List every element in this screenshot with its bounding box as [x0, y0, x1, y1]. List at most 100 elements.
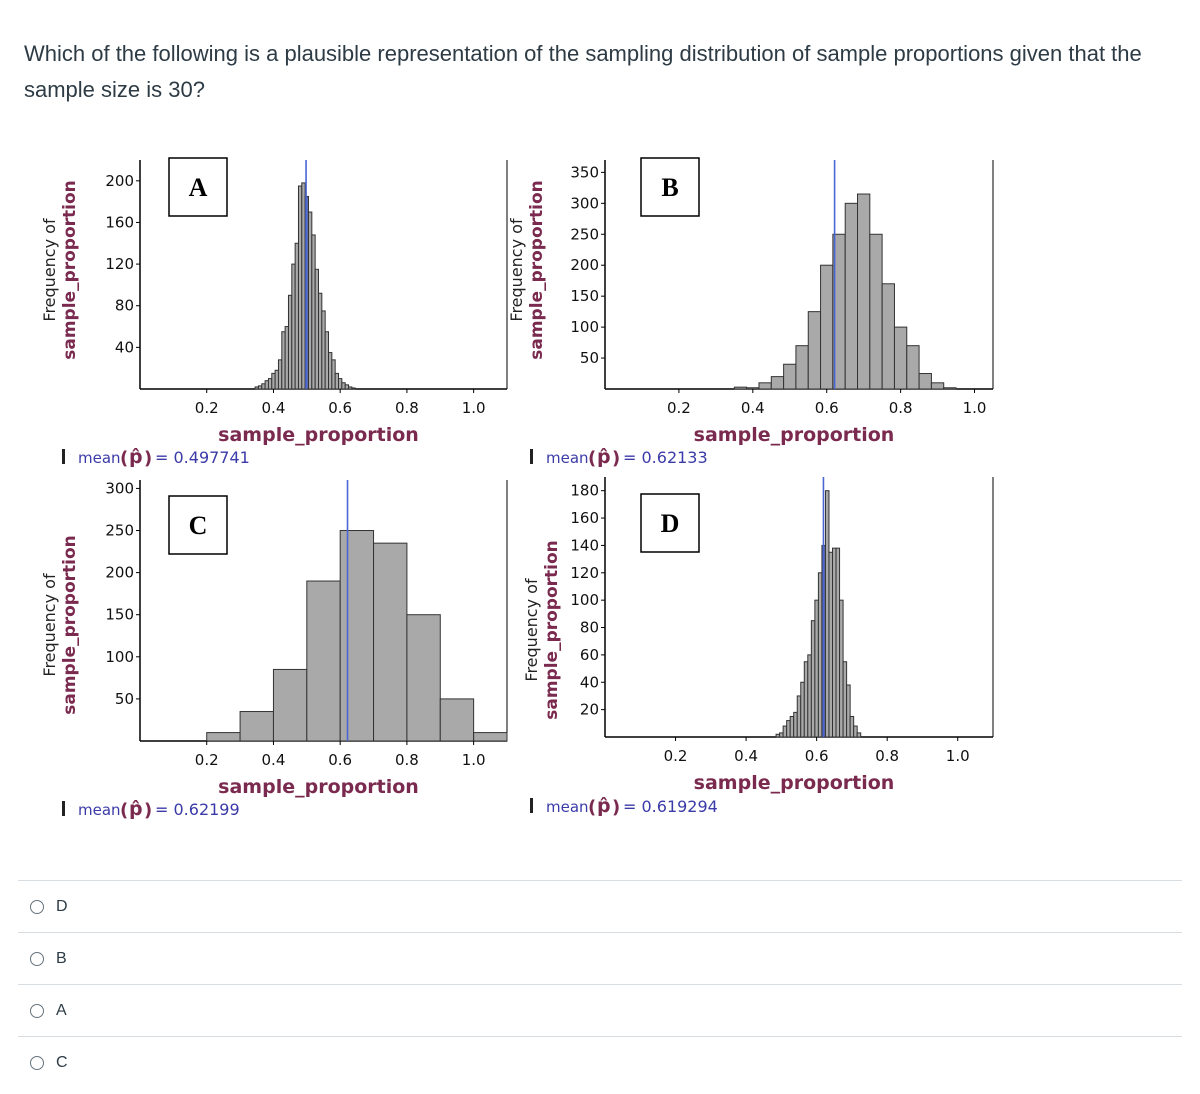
x-tick-label: 0.4 — [262, 399, 286, 417]
y-tick-label: 80 — [115, 297, 134, 315]
x-tick-label: 0.8 — [395, 399, 419, 417]
p-hat-symbol: p̂ — [597, 795, 611, 817]
radio-button[interactable] — [30, 1003, 44, 1018]
option-label: B — [56, 949, 67, 967]
histogram-figure: 40 80 120 160 200 0.2 0.4 0.6 0.8 1.0 sample_propo… — [40, 157, 994, 821]
y-axis-label-line-2: sample_proportion — [60, 535, 80, 715]
histogram-bar — [789, 715, 795, 738]
y-tick-label: 160 — [105, 213, 134, 231]
y-tick-label: 120 — [105, 255, 134, 273]
y-tick-label: 140 — [570, 536, 599, 554]
y-tick-label: 150 — [570, 287, 599, 305]
option-a[interactable]: A — [18, 984, 1182, 1036]
option-c[interactable]: C — [18, 1036, 1182, 1088]
histogram-bar — [328, 352, 333, 390]
histogram-bar — [297, 185, 303, 390]
panel-label: A — [189, 173, 208, 202]
radio-button[interactable] — [30, 951, 44, 966]
histogram-bar — [906, 345, 920, 390]
x-axis-label: sample_proportion — [218, 424, 419, 446]
histogram-bar — [839, 599, 844, 738]
histogram-bar — [835, 547, 841, 738]
histogram-bar — [828, 551, 834, 738]
histogram-bar — [786, 720, 791, 738]
histogram-bar — [373, 542, 408, 742]
x-tick-label: 0.6 — [815, 399, 839, 417]
y-axis-label-line-2: sample_proportion — [542, 540, 562, 720]
histogram-bar — [770, 376, 785, 390]
option-label: A — [56, 1001, 67, 1019]
histogram-bar — [918, 373, 932, 390]
y-tick-label: 200 — [105, 172, 134, 190]
answer-options: D B A C — [18, 880, 1182, 1088]
mean-value: = 0.619294 — [623, 797, 718, 816]
histogram-bar — [930, 382, 945, 390]
mean-marker-icon — [530, 798, 533, 813]
radio-button[interactable] — [30, 1055, 44, 1070]
histogram-bar — [857, 193, 871, 390]
y-axis-label-line-1: Frequency of — [522, 578, 541, 682]
y-axis-label: Frequency of sample_proportion — [40, 180, 80, 360]
y-tick-label: 40 — [115, 338, 134, 356]
histogram-bar — [893, 326, 908, 390]
panel-label-box — [640, 157, 700, 217]
histogram-bar — [271, 372, 276, 390]
x-tick-label: 1.0 — [946, 747, 970, 765]
histogram-bar — [793, 711, 798, 738]
x-tick-label: 1.0 — [462, 399, 486, 417]
histogram-bar — [846, 684, 851, 738]
histogram-bar — [274, 369, 279, 390]
x-tick-label: 0.6 — [805, 747, 829, 765]
x-tick-label: 0.8 — [875, 747, 899, 765]
mean-value: = 0.62199 — [155, 800, 240, 819]
histogram-bar — [779, 732, 784, 738]
histogram-bar — [284, 326, 289, 390]
histogram-bar — [849, 715, 855, 738]
x-tick-label: 0.4 — [734, 747, 758, 765]
p-hat-symbol: p̂ — [597, 446, 611, 468]
histogram-bar — [775, 733, 781, 738]
y-tick-label: 250 — [570, 225, 599, 243]
histogram-bar — [311, 234, 316, 390]
y-tick-label: 250 — [105, 522, 134, 540]
radio-button[interactable] — [30, 899, 44, 914]
y-tick-label: 20 — [580, 701, 599, 719]
histogram-bar — [351, 387, 356, 390]
histogram-bar — [842, 661, 848, 738]
x-axis-label: sample_proportion — [694, 772, 895, 794]
y-axis-label-line-2: sample_proportion — [527, 180, 547, 360]
histogram-bar — [321, 310, 326, 390]
x-tick-label: 0.8 — [395, 751, 419, 769]
histogram-bar — [338, 378, 343, 390]
histogram-bar — [331, 359, 336, 390]
x-tick-label: 1.0 — [963, 399, 987, 417]
x-tick-label: 1.0 — [462, 751, 486, 769]
histogram-bar — [324, 331, 330, 390]
x-tick-label: 0.2 — [667, 399, 691, 417]
y-axis-label: Frequency of sample_proportion — [40, 535, 80, 715]
panel-label-box — [168, 157, 228, 217]
histogram-bar — [206, 732, 241, 742]
option-b[interactable]: B — [18, 932, 1182, 984]
mean-marker-icon — [530, 449, 533, 464]
x-tick-label: 0.4 — [262, 751, 286, 769]
y-tick-label: 150 — [105, 606, 134, 624]
x-tick-label: 0.8 — [889, 399, 913, 417]
histogram-bar — [782, 725, 788, 738]
histogram-bar — [281, 331, 286, 390]
histogram-bar — [339, 530, 375, 742]
histogram-bar — [814, 599, 819, 738]
histogram-bar — [824, 490, 830, 738]
histogram-bar — [344, 384, 350, 390]
histogram-bar — [733, 386, 748, 390]
histogram-bar — [267, 378, 273, 390]
histogram-bar — [746, 387, 760, 390]
option-d[interactable]: D — [18, 880, 1182, 932]
mean-label: mean — [546, 798, 589, 816]
y-tick-label: 160 — [570, 509, 599, 527]
x-tick-label: 0.2 — [195, 751, 219, 769]
histogram-bar — [291, 263, 296, 390]
mean-label: mean — [78, 801, 121, 819]
y-axis-label-line-2: sample_proportion — [60, 180, 80, 360]
mean-paren-open: ( — [120, 448, 128, 469]
